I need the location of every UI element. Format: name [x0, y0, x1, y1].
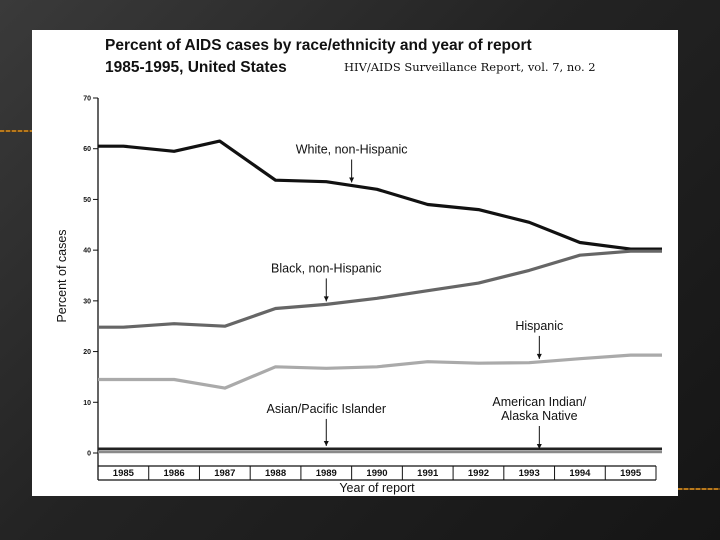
x-tick-label: 1992 — [468, 468, 489, 479]
series-line — [98, 249, 662, 329]
decor-line-right — [678, 488, 720, 490]
series-line — [98, 139, 662, 251]
chart-axes: 0 10 20 30 40 50 60 70 1985 1986 1987 1988 1989 1990 1… — [83, 96, 657, 481]
chart-source: HIV/AIDS Surveillance Report, vol. 7, no… — [344, 60, 596, 74]
annotation-arrowhead — [536, 443, 542, 449]
x-tick-label: 1989 — [316, 468, 337, 479]
annotation-arrowhead — [323, 440, 329, 446]
x-tick-label: 1994 — [569, 468, 591, 479]
annotation-arrowhead — [349, 177, 355, 183]
x-tick-label: 1993 — [519, 468, 540, 479]
x-tick-label: 1995 — [620, 468, 642, 479]
chart-series — [98, 139, 662, 454]
x-tick-label: 1988 — [265, 468, 286, 479]
annotation-label: Alaska Native — [501, 409, 577, 423]
y-axis-label: Percent of cases — [55, 229, 69, 322]
y-tick-label: 40 — [83, 248, 91, 255]
chart-subtitle: 1985-1995, United States — [105, 59, 287, 76]
y-tick-label: 10 — [83, 400, 91, 407]
y-tick-label: 60 — [83, 146, 91, 153]
chart-title: Percent of AIDS cases by race/ethnicity … — [105, 37, 532, 54]
y-tick-label: 70 — [83, 96, 91, 103]
y-tick-label: 30 — [83, 298, 91, 305]
annotation-arrowhead — [536, 353, 542, 359]
line-chart: Percent of AIDS cases by race/ethnicity … — [55, 37, 662, 495]
annotation-label: Black, non-Hispanic — [271, 261, 381, 275]
series-line — [98, 353, 662, 390]
annotation-label: White, non-Hispanic — [296, 142, 408, 156]
chart-slide: Percent of AIDS cases by race/ethnicity … — [32, 30, 678, 496]
decor-line-left — [0, 130, 32, 132]
x-tick-label: 1987 — [214, 468, 235, 479]
x-tick-label: 1990 — [366, 468, 387, 479]
x-tick-label: 1991 — [417, 468, 439, 479]
annotation-label: Asian/Pacific Islander — [267, 402, 387, 416]
annotation-arrowhead — [323, 296, 329, 302]
x-tick-label: 1985 — [113, 468, 135, 479]
annotation-label: American Indian/ — [492, 395, 586, 409]
y-tick-label: 20 — [83, 349, 91, 356]
chart-annotations: White, non-Hispanic Black, non-Hispanic Hi… — [267, 142, 587, 449]
x-tick-label: 1986 — [164, 468, 185, 479]
annotation-label: Hispanic — [515, 319, 563, 333]
x-axis-label: Year of report — [339, 481, 415, 495]
y-tick-label: 50 — [83, 197, 91, 204]
y-tick-label: 0 — [87, 451, 91, 458]
